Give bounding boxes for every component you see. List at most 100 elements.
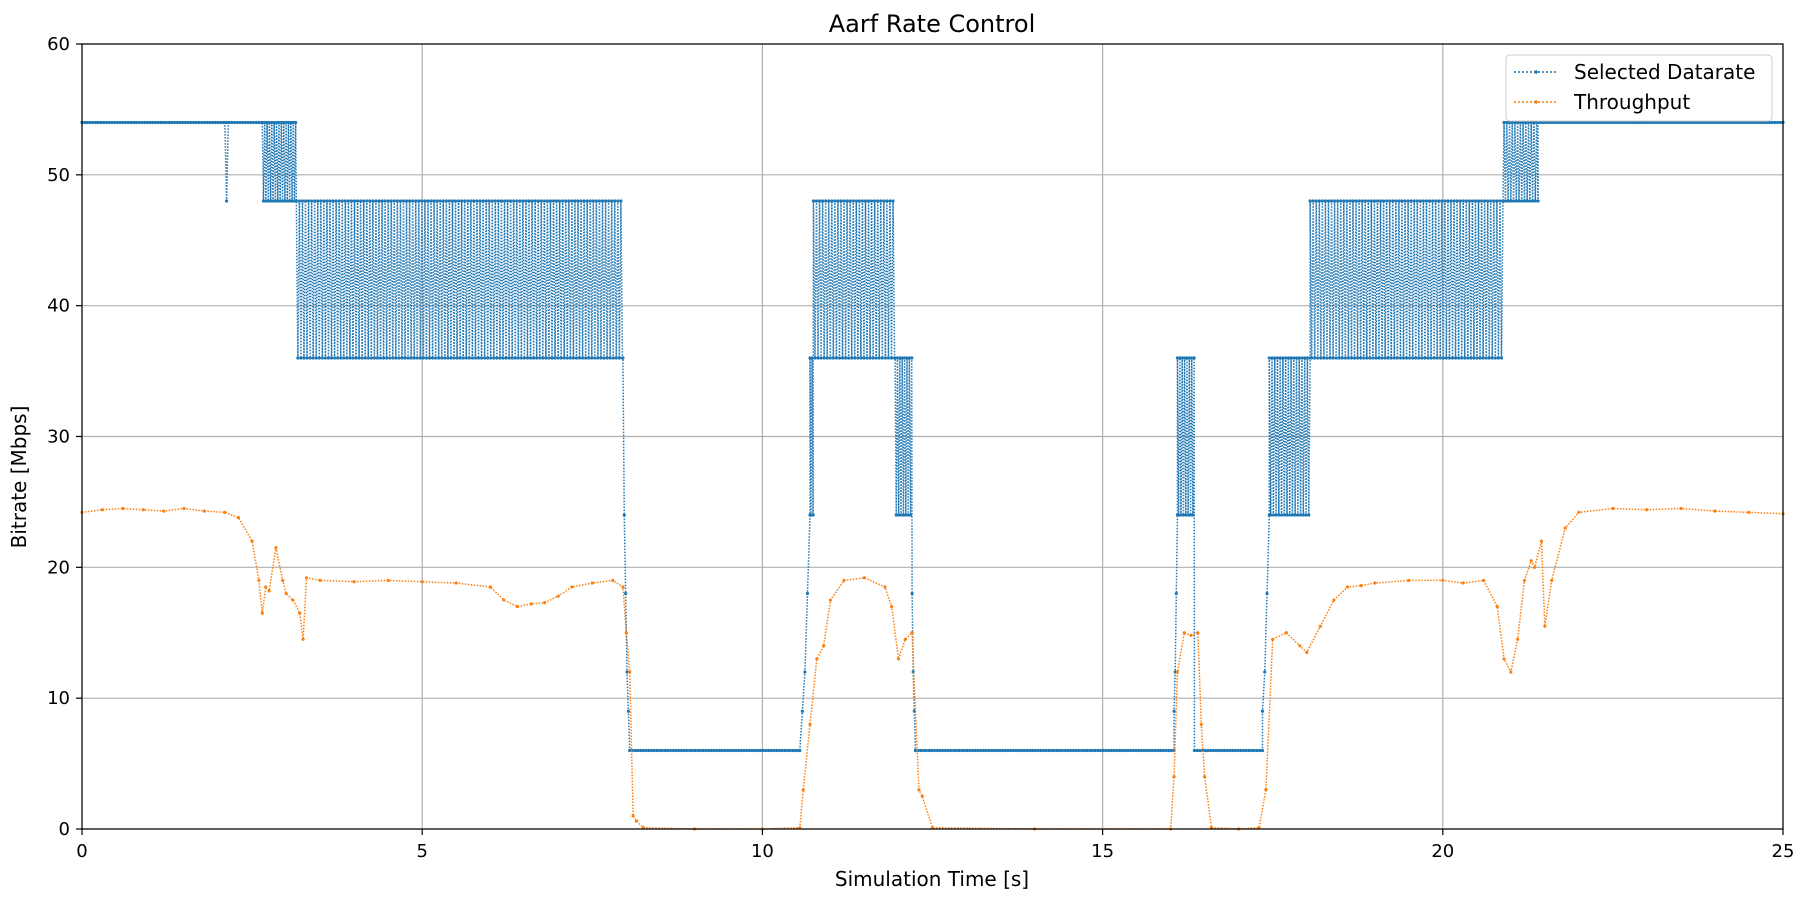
data-point — [1476, 199, 1481, 203]
data-point — [822, 644, 826, 648]
data-point — [251, 120, 256, 125]
data-point — [1313, 356, 1317, 360]
data-point — [1293, 513, 1297, 517]
data-point — [1374, 356, 1378, 360]
data-point — [877, 356, 881, 360]
data-point — [299, 356, 303, 360]
data-point — [951, 748, 956, 753]
data-point — [1236, 748, 1240, 753]
data-point — [1590, 120, 1595, 125]
data-point — [1539, 539, 1544, 543]
data-point — [418, 356, 422, 360]
data-point — [257, 120, 261, 125]
data-point — [487, 199, 491, 203]
data-point — [652, 748, 656, 753]
data-point — [301, 637, 305, 641]
data-point — [274, 546, 278, 550]
data-point — [284, 591, 288, 596]
data-point — [739, 748, 743, 753]
data-point — [1145, 748, 1149, 753]
data-point — [1211, 748, 1216, 753]
data-point — [1601, 120, 1605, 125]
data-point — [1225, 748, 1229, 753]
data-point — [1457, 356, 1461, 360]
data-point — [1450, 356, 1455, 360]
data-point — [533, 199, 537, 203]
data-point — [1489, 199, 1493, 203]
data-point — [1079, 748, 1084, 753]
data-point — [498, 356, 502, 360]
data-point — [318, 578, 322, 583]
data-point — [265, 120, 269, 125]
data-point — [162, 120, 166, 125]
data-point — [611, 356, 615, 360]
data-point — [1380, 356, 1384, 360]
data-point — [828, 598, 833, 602]
data-point — [472, 199, 476, 203]
data-point — [1258, 748, 1262, 753]
data-point — [585, 199, 589, 203]
data-point — [1634, 120, 1638, 125]
data-point — [420, 199, 424, 203]
data-point — [889, 356, 894, 360]
data-point — [1203, 748, 1207, 753]
data-point — [202, 120, 207, 125]
data-point — [1496, 356, 1501, 360]
data-point — [267, 120, 272, 125]
data-point — [1203, 775, 1207, 779]
data-point — [1697, 120, 1701, 125]
data-point — [1520, 199, 1524, 203]
data-point — [1264, 788, 1268, 792]
legend-label-throughput: Throughput — [1573, 90, 1690, 114]
data-point — [1631, 120, 1635, 125]
data-point — [1460, 356, 1464, 360]
data-point — [590, 356, 594, 360]
data-point — [348, 356, 352, 360]
data-point — [378, 356, 383, 360]
data-point — [885, 199, 889, 203]
data-point — [314, 356, 318, 360]
data-point — [1493, 356, 1497, 360]
data-point — [1209, 748, 1213, 753]
data-point — [764, 748, 768, 753]
data-point — [1090, 748, 1094, 753]
data-point — [421, 356, 425, 360]
data-point — [1147, 748, 1152, 753]
data-point — [392, 199, 396, 203]
data-point — [1360, 199, 1364, 203]
data-point — [118, 120, 122, 125]
data-point — [288, 199, 292, 203]
data-point — [1172, 709, 1176, 713]
data-point — [1297, 356, 1301, 360]
data-point — [1560, 120, 1565, 125]
data-point — [397, 356, 401, 360]
data-point — [836, 199, 840, 203]
data-point — [1552, 120, 1556, 125]
data-point — [1333, 199, 1337, 203]
data-point — [1444, 356, 1448, 360]
data-point — [720, 748, 724, 753]
data-point — [340, 199, 344, 203]
data-point — [310, 199, 314, 203]
data-point — [888, 199, 892, 203]
data-point — [587, 356, 591, 360]
data-point — [819, 356, 823, 360]
data-point — [479, 356, 484, 360]
data-point — [91, 120, 95, 125]
data-point — [865, 356, 869, 360]
data-point — [785, 748, 790, 753]
data-point — [1735, 120, 1739, 125]
data-point — [100, 508, 105, 512]
data-point — [1332, 598, 1336, 602]
data-point — [1101, 748, 1105, 753]
data-point — [279, 120, 283, 125]
data-point — [1609, 120, 1614, 125]
data-point — [1400, 199, 1404, 203]
data-point — [624, 591, 628, 596]
data-point — [788, 748, 792, 753]
data-point — [900, 356, 904, 360]
data-point — [443, 356, 447, 360]
data-point — [1522, 199, 1527, 203]
data-point — [1524, 120, 1528, 125]
data-point — [605, 356, 609, 360]
